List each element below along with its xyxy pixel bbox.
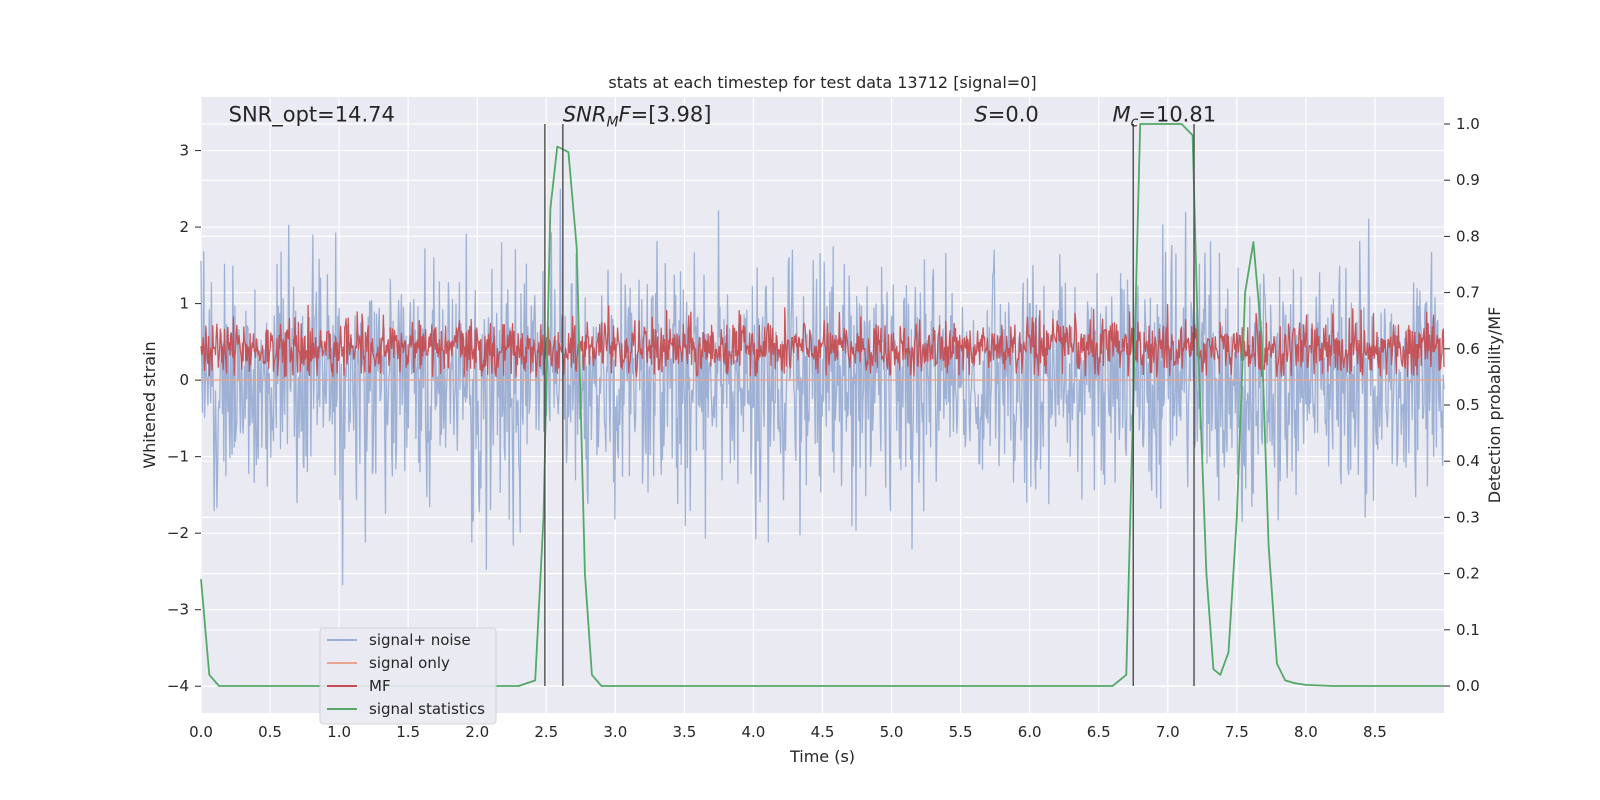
x-tick-label: 5.5: [949, 723, 973, 741]
annotation-0: SNR_opt=14.74: [229, 102, 395, 127]
y-tick-label-right: 0.0: [1456, 677, 1480, 695]
y-axis-right-ticks: 1.0 0.9 0.8 0.7 0.6 0.5 0.4 0.3 0.2 0.1 0.0: [1444, 115, 1480, 695]
y-tick-label-left: 1: [179, 295, 189, 313]
annotation-3: Mc=10.81: [1113, 102, 1217, 130]
y-tick-label-right: 0.7: [1456, 284, 1480, 302]
x-tick-label: 0.0: [189, 723, 213, 741]
x-tick-label: 3.5: [672, 723, 696, 741]
x-tick-label: 6.5: [1087, 723, 1111, 741]
vertical-markers: [544, 123, 1195, 687]
annotations: SNR_opt=14.74 SNRMF=[3.98] S=0.0 Mc=10.81: [229, 102, 1216, 130]
y-tick-label-right: 0.1: [1456, 621, 1480, 639]
x-tick-label: 6.0: [1018, 723, 1042, 741]
series-layer: [200, 123, 1445, 687]
y-tick-label-left: −3: [167, 601, 189, 619]
chart-title: stats at each timestep for test data 137…: [608, 73, 1036, 92]
x-tick-label: 5.0: [880, 723, 904, 741]
y-tick-label-right: 0.5: [1456, 396, 1480, 414]
y-tick-label-right: 0.2: [1456, 565, 1480, 583]
legend-items: signal+ noise signal only MF signal statist…: [327, 631, 485, 718]
y-axis-left-label: Whitened strain: [140, 341, 159, 468]
x-tick-label: 2.5: [534, 723, 558, 741]
y-tick-label-right: 0.3: [1456, 508, 1480, 526]
x-tick-label: 4.0: [742, 723, 766, 741]
x-tick-label: 1.0: [327, 723, 351, 741]
y-tick-label-left: −2: [167, 524, 189, 542]
x-tick-label: 8.5: [1363, 723, 1387, 741]
x-tick-label: 0.5: [258, 723, 282, 741]
y-tick-label-left: 3: [179, 142, 189, 160]
x-axis-label: Time (s): [789, 747, 855, 766]
x-tick-label: 8.0: [1294, 723, 1318, 741]
x-tick-label: 4.5: [811, 723, 835, 741]
y-tick-label-left: −1: [167, 448, 189, 466]
x-tick-label: 2.0: [465, 723, 489, 741]
y-tick-label-left: −4: [167, 677, 189, 695]
y-axis-left-ticks: 3 2 1 0 −1 −2 −3 −4: [167, 142, 201, 695]
x-axis-ticks: 0.0 0.5 1.0 1.5 2.0 2.5 3.0 3.5 4.0 4.5 5.0 5.5 6.0 6…: [189, 723, 1387, 741]
y-tick-label-left: 2: [179, 218, 189, 236]
legend-box: [319, 627, 497, 725]
y-tick-label-right: 1.0: [1456, 115, 1480, 133]
legend-label: signal statistics: [369, 700, 485, 718]
x-tick-label: 1.5: [396, 723, 420, 741]
y-tick-label-right: 0.6: [1456, 340, 1480, 358]
x-tick-label: 7.5: [1225, 723, 1249, 741]
series-line-3: [200, 123, 1444, 687]
legend-label: signal+ noise: [369, 631, 471, 649]
y-tick-label-right: 0.9: [1456, 171, 1480, 189]
y-tick-label-left: 0: [179, 371, 189, 389]
x-tick-label: 3.0: [603, 723, 627, 741]
annotation-1: SNRMF=[3.98]: [563, 102, 712, 130]
series-line-0: [200, 188, 1445, 586]
x-tick-label: 7.0: [1156, 723, 1180, 741]
series-line-2: [200, 304, 1445, 378]
y-axis-right-label: Detection probability/MF: [1485, 307, 1504, 504]
y-tick-label-right: 0.4: [1456, 452, 1480, 470]
legend-label: MF: [369, 677, 391, 695]
legend: signal+ noise signal only MF signal statist…: [319, 627, 497, 725]
y-tick-label-right: 0.8: [1456, 227, 1480, 245]
annotation-2: S=0.0: [974, 102, 1038, 126]
legend-label: signal only: [369, 654, 450, 672]
